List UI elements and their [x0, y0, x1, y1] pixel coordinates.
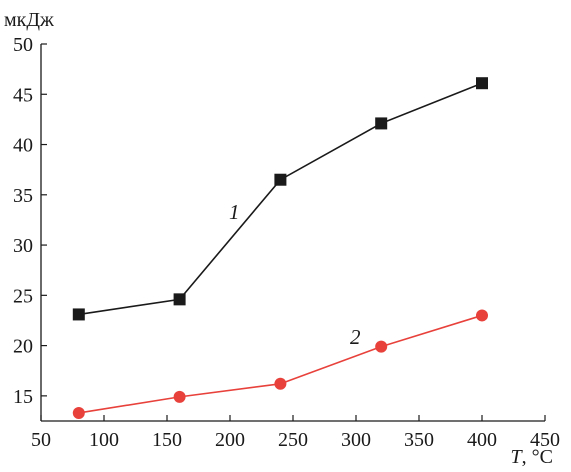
- x-tick-label: 300: [341, 429, 371, 451]
- y-tick-label: 25: [13, 285, 33, 307]
- y-axis-title: мкДж: [4, 9, 54, 31]
- x-tick-label: 100: [89, 429, 119, 451]
- series-2-line: [78, 314, 483, 414]
- y-tick-label: 50: [13, 34, 33, 56]
- series-1-point: [173, 293, 186, 306]
- y-tick-label: 40: [13, 135, 33, 157]
- y-tick-label: 35: [13, 185, 33, 207]
- series-1-point: [72, 308, 85, 321]
- series-1-label: 1: [229, 200, 240, 224]
- y-tick-label: 15: [13, 386, 33, 408]
- series-1-line: [78, 82, 483, 316]
- series-1-point: [375, 117, 388, 130]
- x-tick-label: 150: [152, 429, 182, 451]
- x-axis-variable: T: [511, 446, 524, 468]
- series-lines: [78, 82, 483, 414]
- y-tick-label: 45: [13, 84, 33, 106]
- series-2-label: 2: [350, 325, 361, 349]
- x-tick-label: 400: [467, 429, 497, 451]
- x-tick-label: 350: [404, 429, 434, 451]
- x-axis-ticks: 50 100 150 200 250 300 350 400 450: [31, 415, 560, 451]
- series-markers: [72, 77, 488, 419]
- x-tick-label: 450: [530, 429, 560, 451]
- series-1-point: [476, 77, 488, 90]
- y-axis-ticks: 15 20 25 30 35 40 45 50: [13, 34, 47, 408]
- series-1-point: [274, 173, 287, 186]
- x-axis-title: T, °C: [511, 446, 553, 468]
- x-axis-unit: , °C: [522, 446, 553, 468]
- series-2-point: [72, 406, 85, 419]
- axes: [40, 44, 545, 422]
- series-2-point: [274, 377, 287, 390]
- series-2-point: [173, 390, 186, 403]
- y-tick-label: 30: [13, 235, 33, 257]
- x-tick-label: 250: [278, 429, 308, 451]
- x-tick-label: 50: [31, 429, 51, 451]
- x-tick-label: 200: [215, 429, 245, 451]
- series-2-point: [476, 309, 488, 322]
- series-2-point: [375, 340, 388, 353]
- y-tick-label: 20: [13, 336, 33, 358]
